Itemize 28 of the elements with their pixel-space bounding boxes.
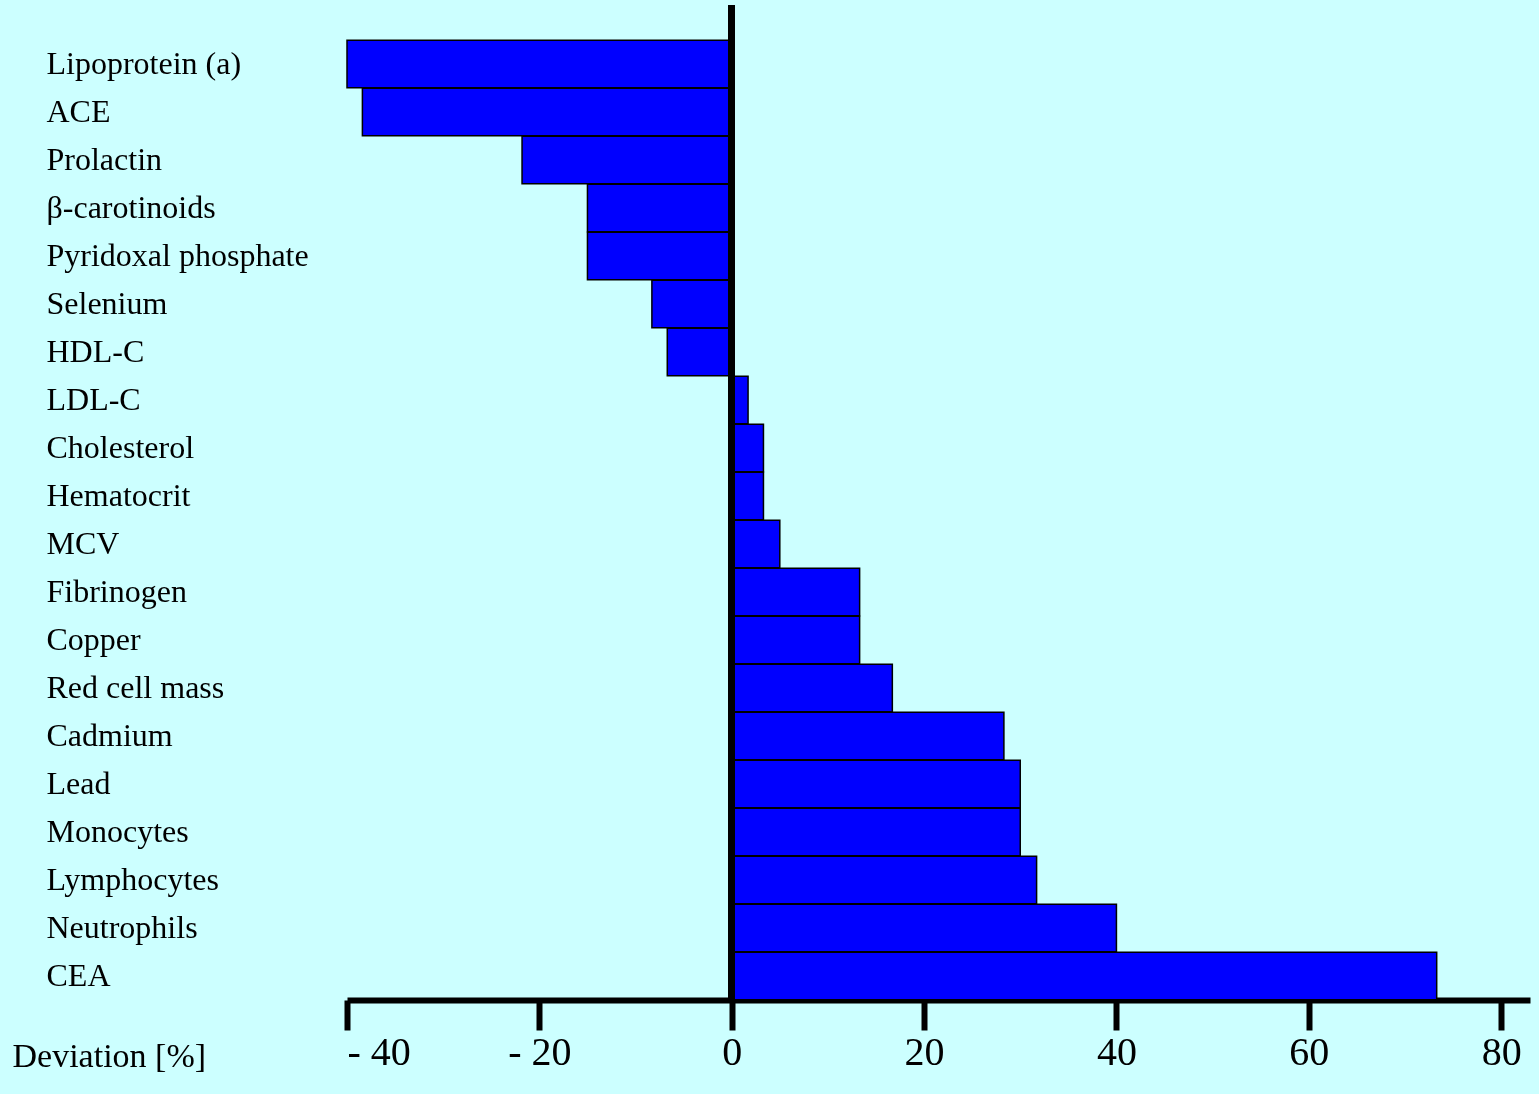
x-tick-label: 80: [1481, 1028, 1522, 1074]
y-tick-label: Lymphocytes: [46, 861, 219, 897]
y-tick-label: Monocytes: [46, 813, 189, 849]
y-tick-label: ACE: [46, 93, 111, 129]
y-tick-label: MCV: [46, 525, 120, 561]
x-tick-label: 0: [722, 1028, 743, 1074]
x-tick-label: 40: [1096, 1028, 1137, 1074]
y-tick-label: Cadmium: [46, 717, 173, 753]
y-tick-label: Prolactin: [46, 141, 163, 177]
y-tick-label: Neutrophils: [46, 909, 198, 945]
y-tick-label: β-carotinoids: [46, 189, 216, 225]
x-tick-label: - 40: [347, 1028, 411, 1074]
y-tick-label: Lipoprotein (a): [46, 45, 242, 81]
y-tick-label: LDL-C: [46, 381, 141, 417]
x-tick-label: 20: [904, 1028, 945, 1074]
y-tick-label: Fibrinogen: [46, 573, 187, 609]
y-tick-label: Pyridoxal phosphate: [46, 237, 309, 273]
y-tick-label: HDL-C: [46, 333, 145, 369]
y-tick-label: Cholesterol: [46, 429, 195, 465]
y-tick-label: Red cell mass: [46, 669, 225, 705]
x-tick-label: 60: [1289, 1028, 1330, 1074]
y-tick-label: Selenium: [46, 285, 168, 321]
x-tick-label: - 20: [508, 1028, 572, 1074]
x-axis-title: Deviation [%]: [12, 1036, 207, 1074]
y-tick-label: Hematocrit: [46, 477, 191, 513]
y-tick-label: Lead: [46, 765, 111, 801]
y-tick-label: CEA: [46, 957, 111, 993]
y-tick-label: Copper: [46, 621, 142, 657]
